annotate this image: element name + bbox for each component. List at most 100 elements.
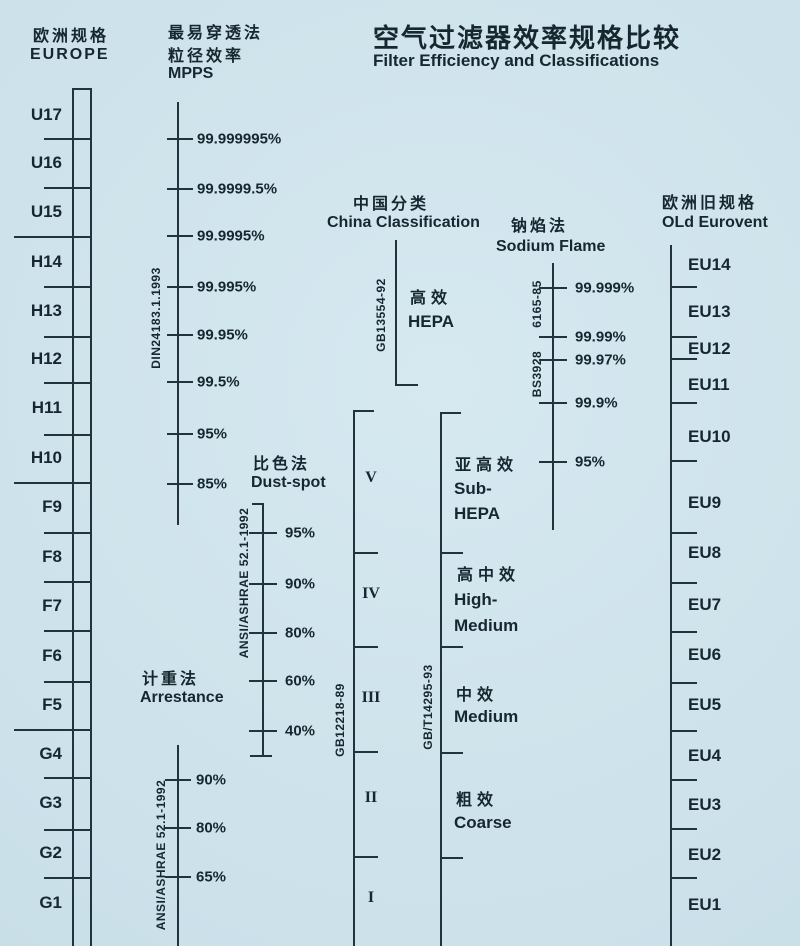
china-hepa-label-en: HEPA — [408, 312, 454, 331]
dust-spot-tick — [249, 532, 277, 534]
europe-class-label: G4 — [39, 744, 62, 763]
china-grade-tick — [440, 857, 463, 859]
china-hepa-axis-foot — [395, 384, 418, 386]
grade-coarse-en: Coarse — [454, 813, 512, 832]
eurovent-class-label: EU14 — [688, 255, 731, 274]
mpps-value-label: 99.999995% — [197, 130, 282, 148]
sodium-value-label: 99.99% — [575, 328, 626, 346]
europe-class-label: F8 — [42, 547, 62, 566]
europe-class-label: H12 — [30, 349, 62, 368]
europe-tick — [44, 829, 92, 831]
mpps-value-label: 99.995% — [197, 278, 257, 296]
sodium-tick — [539, 461, 567, 463]
arrestance-standard-label: ANSI/ASHRAE 52.1-1992 — [154, 779, 168, 931]
europe-heading-zh: 欧洲规格 — [33, 28, 110, 45]
europe-class-label: G1 — [39, 893, 62, 912]
europe-class-label: F9 — [42, 497, 62, 516]
china-heading-en: China Classification — [327, 214, 480, 231]
mpps-value-label: 85% — [197, 475, 228, 493]
grade-medium-zh: 中效 — [456, 687, 499, 704]
grade-high-medium-en: High- — [454, 590, 498, 609]
sodium-value-label: 95% — [575, 453, 606, 471]
arrestance-value-label: 65% — [196, 868, 227, 886]
dust-spot-tick — [249, 632, 277, 634]
dust-spot-tick — [249, 583, 277, 585]
mpps-tick — [167, 286, 193, 288]
europe-tick — [44, 286, 92, 288]
eurovent-class-label: EU6 — [688, 645, 722, 664]
china-grade-axis — [440, 412, 442, 946]
mpps-axis — [177, 102, 179, 525]
eurovent-tick — [670, 828, 697, 830]
china-grade-tick — [440, 752, 463, 754]
eurovent-tick — [670, 582, 697, 584]
china-roman-tick — [353, 856, 378, 858]
mpps-heading-en: MPPS — [168, 65, 214, 82]
arrestance-value-label: 90% — [196, 771, 227, 789]
sodium-axis — [552, 263, 554, 530]
grade-sub-hepa-zh: 亚高效 — [455, 457, 519, 474]
eurovent-tick — [670, 286, 697, 288]
eurovent-class-label: EU11 — [688, 375, 730, 394]
eurovent-class-label: EU7 — [688, 595, 722, 614]
china-grade-axis-top-cap — [440, 412, 461, 414]
europe-class-label: F6 — [42, 646, 62, 665]
eurovent-tick — [670, 402, 697, 404]
dust-spot-axis-bottom-cap — [250, 755, 272, 757]
china-roman-label: II — [364, 789, 378, 806]
sodium-tick — [539, 287, 567, 289]
sodium-tick — [539, 336, 567, 338]
sodium-value-label: 99.999% — [575, 279, 635, 297]
europe-class-label: H11 — [31, 398, 62, 417]
mpps-value-label: 99.95% — [197, 326, 248, 344]
dust-spot-tick — [249, 680, 277, 682]
europe-class-label: F5 — [42, 695, 62, 714]
eurovent-heading-en: OLd Eurovent — [662, 214, 768, 231]
europe-axis-left — [72, 88, 74, 946]
sodium-tick — [539, 402, 567, 404]
europe-heading-en: EUROPE — [30, 46, 110, 63]
china-heading-zh: 中国分类 — [353, 196, 430, 213]
china-roman-tick — [353, 646, 378, 648]
eurovent-class-label: EU5 — [688, 695, 722, 714]
eurovent-tick — [670, 460, 697, 462]
china-grade-tick — [440, 646, 463, 648]
dust-spot-value-label: 95% — [285, 524, 316, 542]
eurovent-tick — [670, 682, 697, 684]
europe-major-tick — [14, 482, 92, 484]
europe-axis-right — [90, 88, 92, 946]
eurovent-class-label: EU9 — [688, 493, 722, 512]
eurovent-axis — [670, 245, 672, 946]
china-hepa-axis — [395, 240, 397, 386]
eurovent-class-label: EU10 — [688, 427, 731, 446]
europe-class-label: G3 — [39, 793, 62, 812]
europe-class-label: G2 — [39, 843, 62, 862]
europe-tick — [44, 777, 92, 779]
china-roman-tick — [353, 552, 378, 554]
dust-spot-value-label: 80% — [285, 624, 316, 642]
dust-spot-heading-zh: 比色法 — [253, 456, 311, 473]
europe-class-label: U15 — [30, 202, 62, 221]
china-roman-label: IV — [362, 585, 380, 602]
mpps-tick — [167, 381, 193, 383]
europe-major-tick — [14, 729, 92, 731]
arrestance-heading-en: Arrestance — [140, 689, 224, 706]
grade-sub-hepa-en: Sub- — [454, 479, 492, 498]
arrestance-value-label: 80% — [196, 819, 227, 837]
sodium-value-label: 99.97% — [575, 351, 626, 369]
eurovent-tick — [670, 877, 697, 879]
china-hepa-label-zh: 高效 — [410, 290, 453, 307]
mpps-heading-zh: 最易穿透法 — [168, 25, 264, 42]
europe-class-label: U17 — [30, 105, 62, 124]
china-grade-standard-label: GB/T14295-93 — [421, 664, 435, 750]
europe-major-tick — [14, 236, 92, 238]
mpps-value-label: 99.5% — [197, 373, 240, 391]
europe-class-label: H10 — [30, 448, 62, 467]
europe-class-label: F7 — [42, 596, 62, 615]
mpps-tick — [167, 334, 193, 336]
grade-sub-hepa-en2: HEPA — [454, 504, 500, 523]
mpps-tick — [167, 138, 193, 140]
europe-class-label: H13 — [30, 301, 62, 320]
eurovent-heading-zh: 欧洲旧规格 — [662, 195, 758, 212]
